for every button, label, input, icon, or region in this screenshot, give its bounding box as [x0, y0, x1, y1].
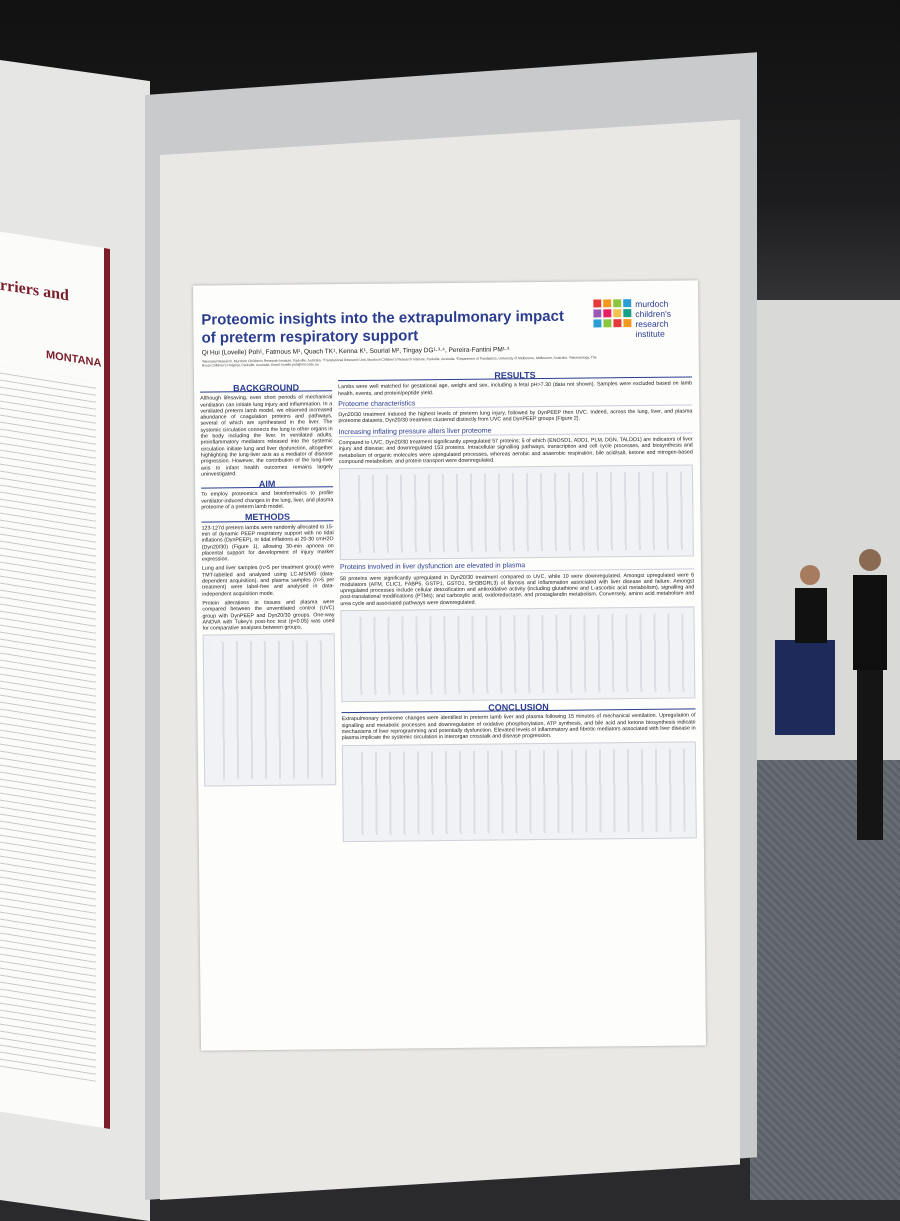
paragraph: Extrapulmonary proteome changes were ide…	[341, 712, 696, 742]
paragraph: 123-127d preterm lambs were randomly all…	[201, 523, 334, 563]
logo-mark	[593, 299, 632, 328]
section-heading: Proteome characteristics	[338, 398, 693, 410]
section-heading: METHODS	[201, 512, 334, 522]
paragraph: Protein alterations in tissues and plasm…	[202, 599, 335, 632]
paragraph: Although lifesaving, even short periods …	[200, 394, 333, 478]
authors: Qi Hui (Lovelle) Poh¹, Fatmous M¹, Quach…	[201, 346, 510, 357]
neighbor-logo: MONTANA	[46, 348, 102, 370]
right-column: RESULTS Lambs were well matched for gesta…	[337, 366, 697, 844]
person-legs	[857, 670, 883, 840]
section-heading: BACKGROUND	[200, 383, 333, 393]
poster: Proteomic insights into the extrapulmona…	[193, 280, 706, 1051]
section-heading: Proteins involved in liver dysfunction a…	[340, 561, 695, 573]
paragraph: Compared to UVC, Dyn20/30 treatment sign…	[338, 436, 693, 466]
logo: murdoch children's research institute	[593, 298, 694, 359]
paragraph: To employ proteomics and bioinformatics …	[201, 490, 334, 511]
section-heading: CONCLUSION	[341, 702, 696, 714]
figure	[340, 606, 696, 703]
figure	[341, 740, 697, 842]
person-body	[795, 588, 827, 643]
logo-text: murdoch children's research institute	[635, 298, 672, 340]
section-heading: Increasing inflating pressure alters liv…	[339, 426, 693, 438]
person-body	[853, 575, 887, 670]
people	[775, 549, 887, 840]
person-head	[800, 565, 820, 585]
left-column: BACKGROUND Although lifesaving, even shor…	[200, 380, 337, 790]
figure	[202, 633, 337, 787]
poster-title: Proteomic insights into the extrapulmona…	[201, 307, 565, 347]
paragraph: Dyn20/30 treatment induced the highest l…	[338, 408, 693, 425]
figure	[338, 464, 694, 561]
paragraph: Lung and liver samples (n>5 per treatmen…	[201, 564, 335, 598]
person-head	[859, 549, 881, 571]
section-heading: RESULTS	[337, 370, 692, 382]
neighbor-bar	[104, 248, 110, 1130]
booth-counter	[775, 640, 835, 735]
neighbor-heading: rriers and	[0, 276, 69, 305]
section-heading: AIM	[201, 479, 334, 489]
affiliations: ¹Neonatal Research, Murdoch Children's R…	[201, 355, 597, 368]
neighbor-poster: rriers and MONTANA	[0, 230, 110, 1130]
paragraph: 58 proteins were significantly upregulat…	[340, 571, 695, 607]
paragraph: Lambs were well matched for gestational …	[338, 380, 693, 397]
neighbor-text-lines	[0, 365, 96, 1082]
